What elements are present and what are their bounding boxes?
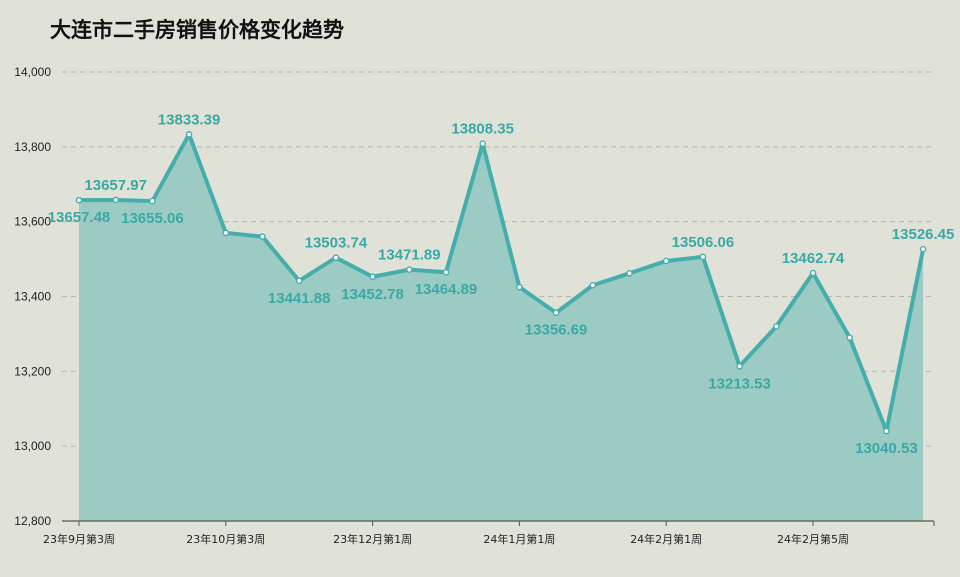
y-tick-label: 13,400	[14, 290, 51, 304]
data-point	[809, 269, 817, 277]
data-label: 13356.69	[525, 322, 588, 339]
x-tick-label: 24年1月第1周	[483, 532, 555, 546]
data-label: 13503.74	[305, 235, 368, 252]
data-label: 13657.97	[84, 177, 147, 194]
data-label: 13213.53	[708, 375, 771, 392]
data-point	[75, 196, 83, 204]
data-point	[736, 362, 743, 370]
y-tick-label: 13,000	[14, 439, 51, 453]
data-point	[626, 270, 633, 277]
data-point	[516, 283, 523, 291]
data-label: 13452.78	[341, 286, 404, 303]
data-label: 13506.06	[672, 234, 735, 251]
y-tick-label: 13,200	[14, 364, 51, 378]
data-label: 13462.74	[782, 250, 845, 267]
data-label: 13526.45	[892, 226, 955, 243]
area-fill	[79, 134, 924, 521]
data-label: 13471.89	[378, 247, 441, 264]
y-tick-label: 13,800	[14, 140, 51, 154]
series-line	[78, 132, 926, 434]
data-point	[332, 254, 340, 261]
y-tick-label: 12,800	[14, 514, 51, 528]
data-point	[919, 245, 927, 253]
data-point	[295, 277, 303, 285]
data-point	[112, 196, 119, 204]
chart-title: 大连市二手房销售价格变化趋势	[50, 18, 344, 42]
data-point	[259, 233, 266, 240]
y-tick-label: 14,000	[14, 65, 51, 79]
data-point	[369, 273, 376, 281]
data-point	[699, 253, 707, 261]
data-label: 13833.39	[158, 111, 221, 128]
data-point	[185, 131, 193, 138]
data-point	[846, 334, 854, 341]
x-tick-label: 23年12月第1周	[333, 532, 412, 546]
data-point	[662, 257, 670, 265]
data-point	[442, 268, 450, 276]
data-point	[552, 309, 560, 317]
data-point	[149, 197, 156, 205]
x-tick-label: 23年9月第3周	[43, 532, 115, 546]
data-label: 13808.35	[451, 121, 514, 138]
data-point	[479, 140, 487, 148]
data-label: 13464.89	[415, 281, 478, 298]
x-tick-label: 23年10月第3周	[186, 532, 265, 546]
data-label: 13441.88	[268, 290, 331, 307]
data-label: 13655.06	[121, 210, 184, 227]
data-point	[222, 229, 230, 237]
y-tick-label: 13,600	[14, 215, 51, 229]
x-tick-label: 24年2月第1周	[630, 532, 702, 546]
data-label: 13657.48	[48, 209, 111, 226]
data-point	[773, 323, 780, 330]
data-point	[589, 281, 597, 289]
data-label: 13040.53	[855, 440, 918, 457]
data-point	[883, 427, 890, 435]
data-point	[405, 266, 413, 273]
x-tick-label: 24年2月第5周	[777, 532, 849, 546]
